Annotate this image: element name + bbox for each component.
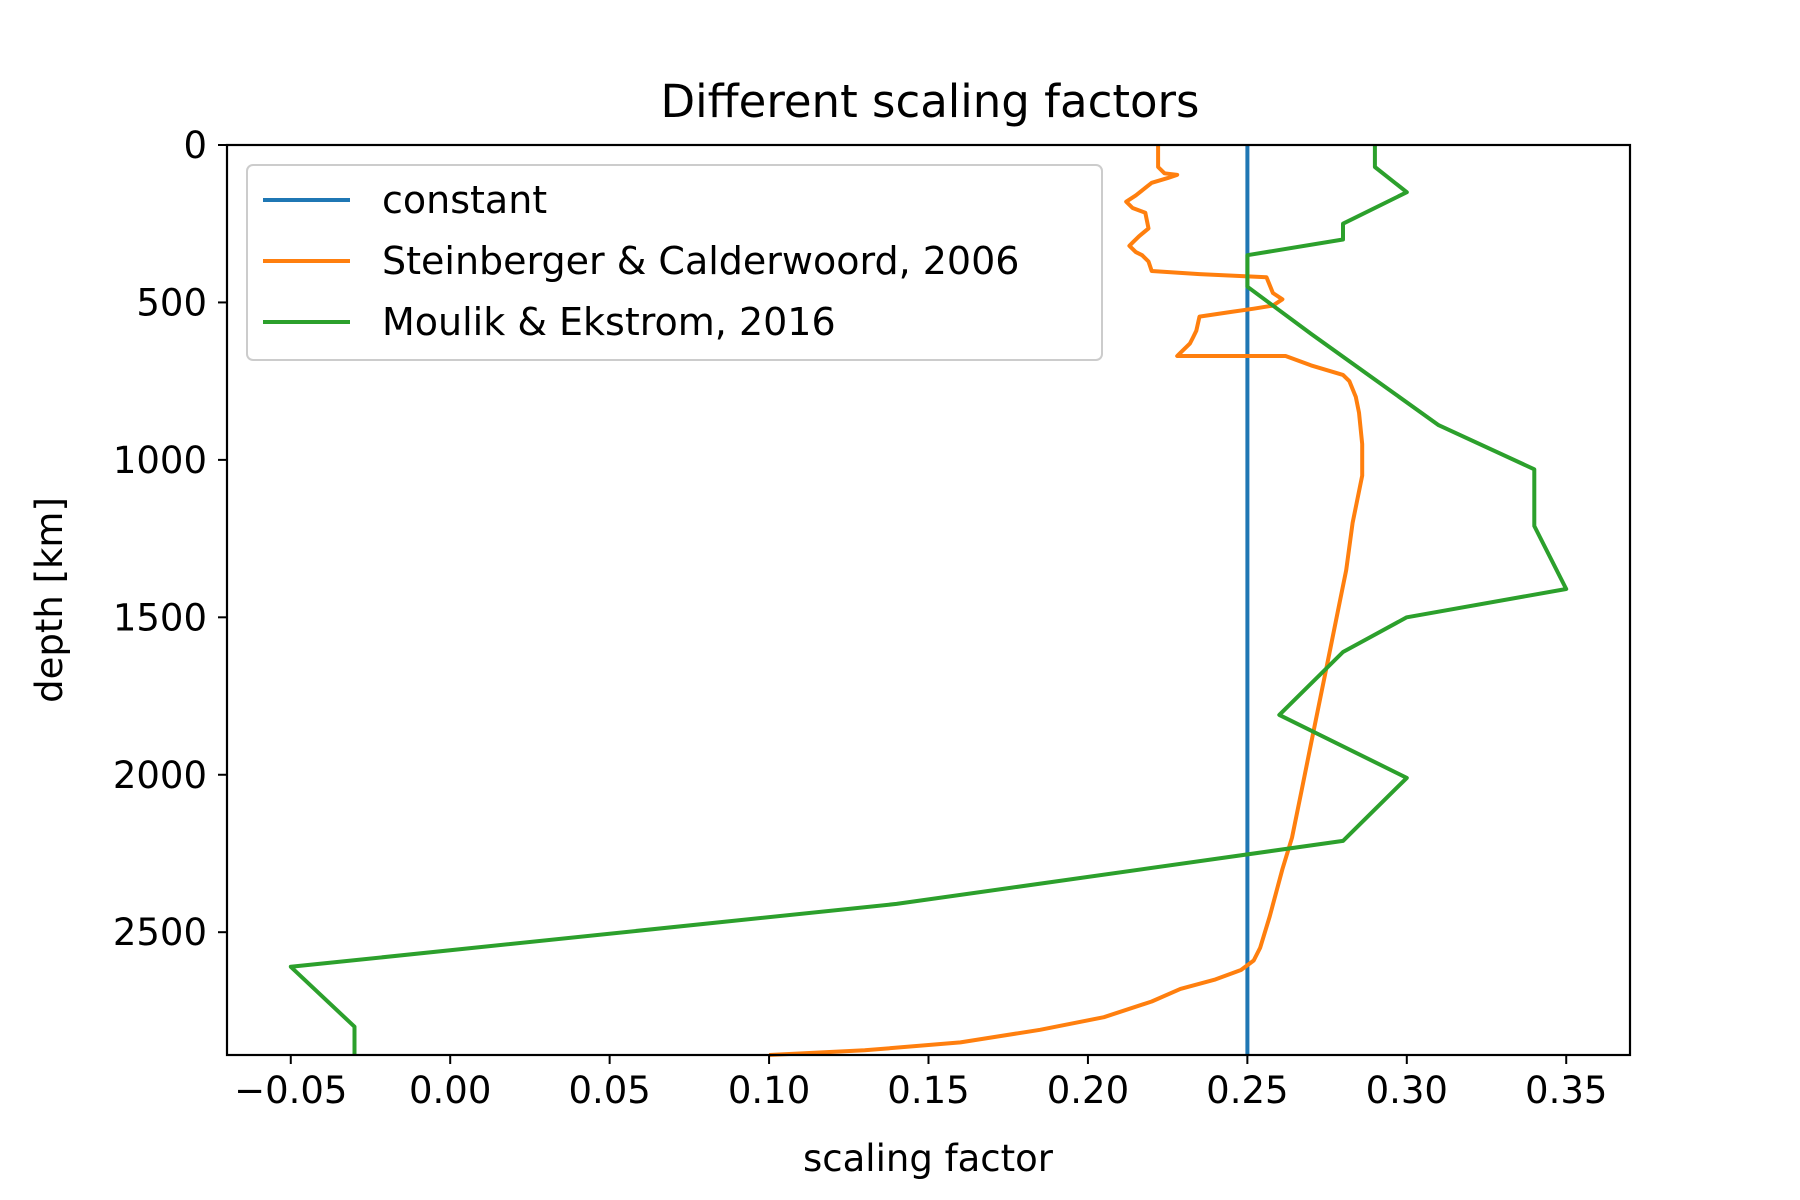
legend-label-2: Moulik & Ekstrom, 2016 — [382, 300, 836, 344]
y-tick-label-5: 2500 — [113, 911, 207, 954]
y-axis-label: depth [km] — [28, 497, 71, 703]
x-tick-label-3: 0.10 — [728, 1069, 810, 1112]
y-tick-label-4: 2000 — [113, 754, 207, 797]
legend-label-1: Steinberger & Calderwoord, 2006 — [382, 239, 1019, 283]
legend-box — [246, 164, 1103, 361]
x-tick-label-8: 0.35 — [1525, 1069, 1607, 1112]
x-tick-label-6: 0.25 — [1206, 1069, 1288, 1112]
x-tick-label-0: −0.05 — [234, 1069, 347, 1112]
chart-title: Different scaling factors — [661, 75, 1200, 128]
x-tick-label-7: 0.30 — [1366, 1069, 1448, 1112]
y-tick-label-3: 1500 — [113, 596, 207, 639]
y-tick-label-0: 0 — [183, 124, 207, 167]
x-tick-label-5: 0.20 — [1047, 1069, 1129, 1112]
x-tick-label-4: 0.15 — [887, 1069, 969, 1112]
x-axis: −0.05 0.00 0.05 0.10 0.15 0.20 0.25 0.30 0.35 — [234, 1055, 1607, 1112]
y-tick-label-1: 500 — [136, 281, 207, 324]
legend: constant Steinberger & Calderwoord, 2006 M… — [246, 164, 1103, 361]
series-layer — [288, 145, 1569, 1057]
x-tick-label-1: 0.00 — [409, 1069, 491, 1112]
legend-label-0: constant — [382, 178, 547, 222]
y-axis: 0 500 1000 1500 2000 2500 — [113, 124, 227, 954]
series-line-1 — [769, 145, 1365, 1057]
y-tick-label-2: 1000 — [113, 439, 207, 482]
x-tick-label-2: 0.05 — [568, 1069, 650, 1112]
x-axis-label: scaling factor — [803, 1137, 1054, 1180]
series-line-2 — [288, 145, 1569, 1055]
